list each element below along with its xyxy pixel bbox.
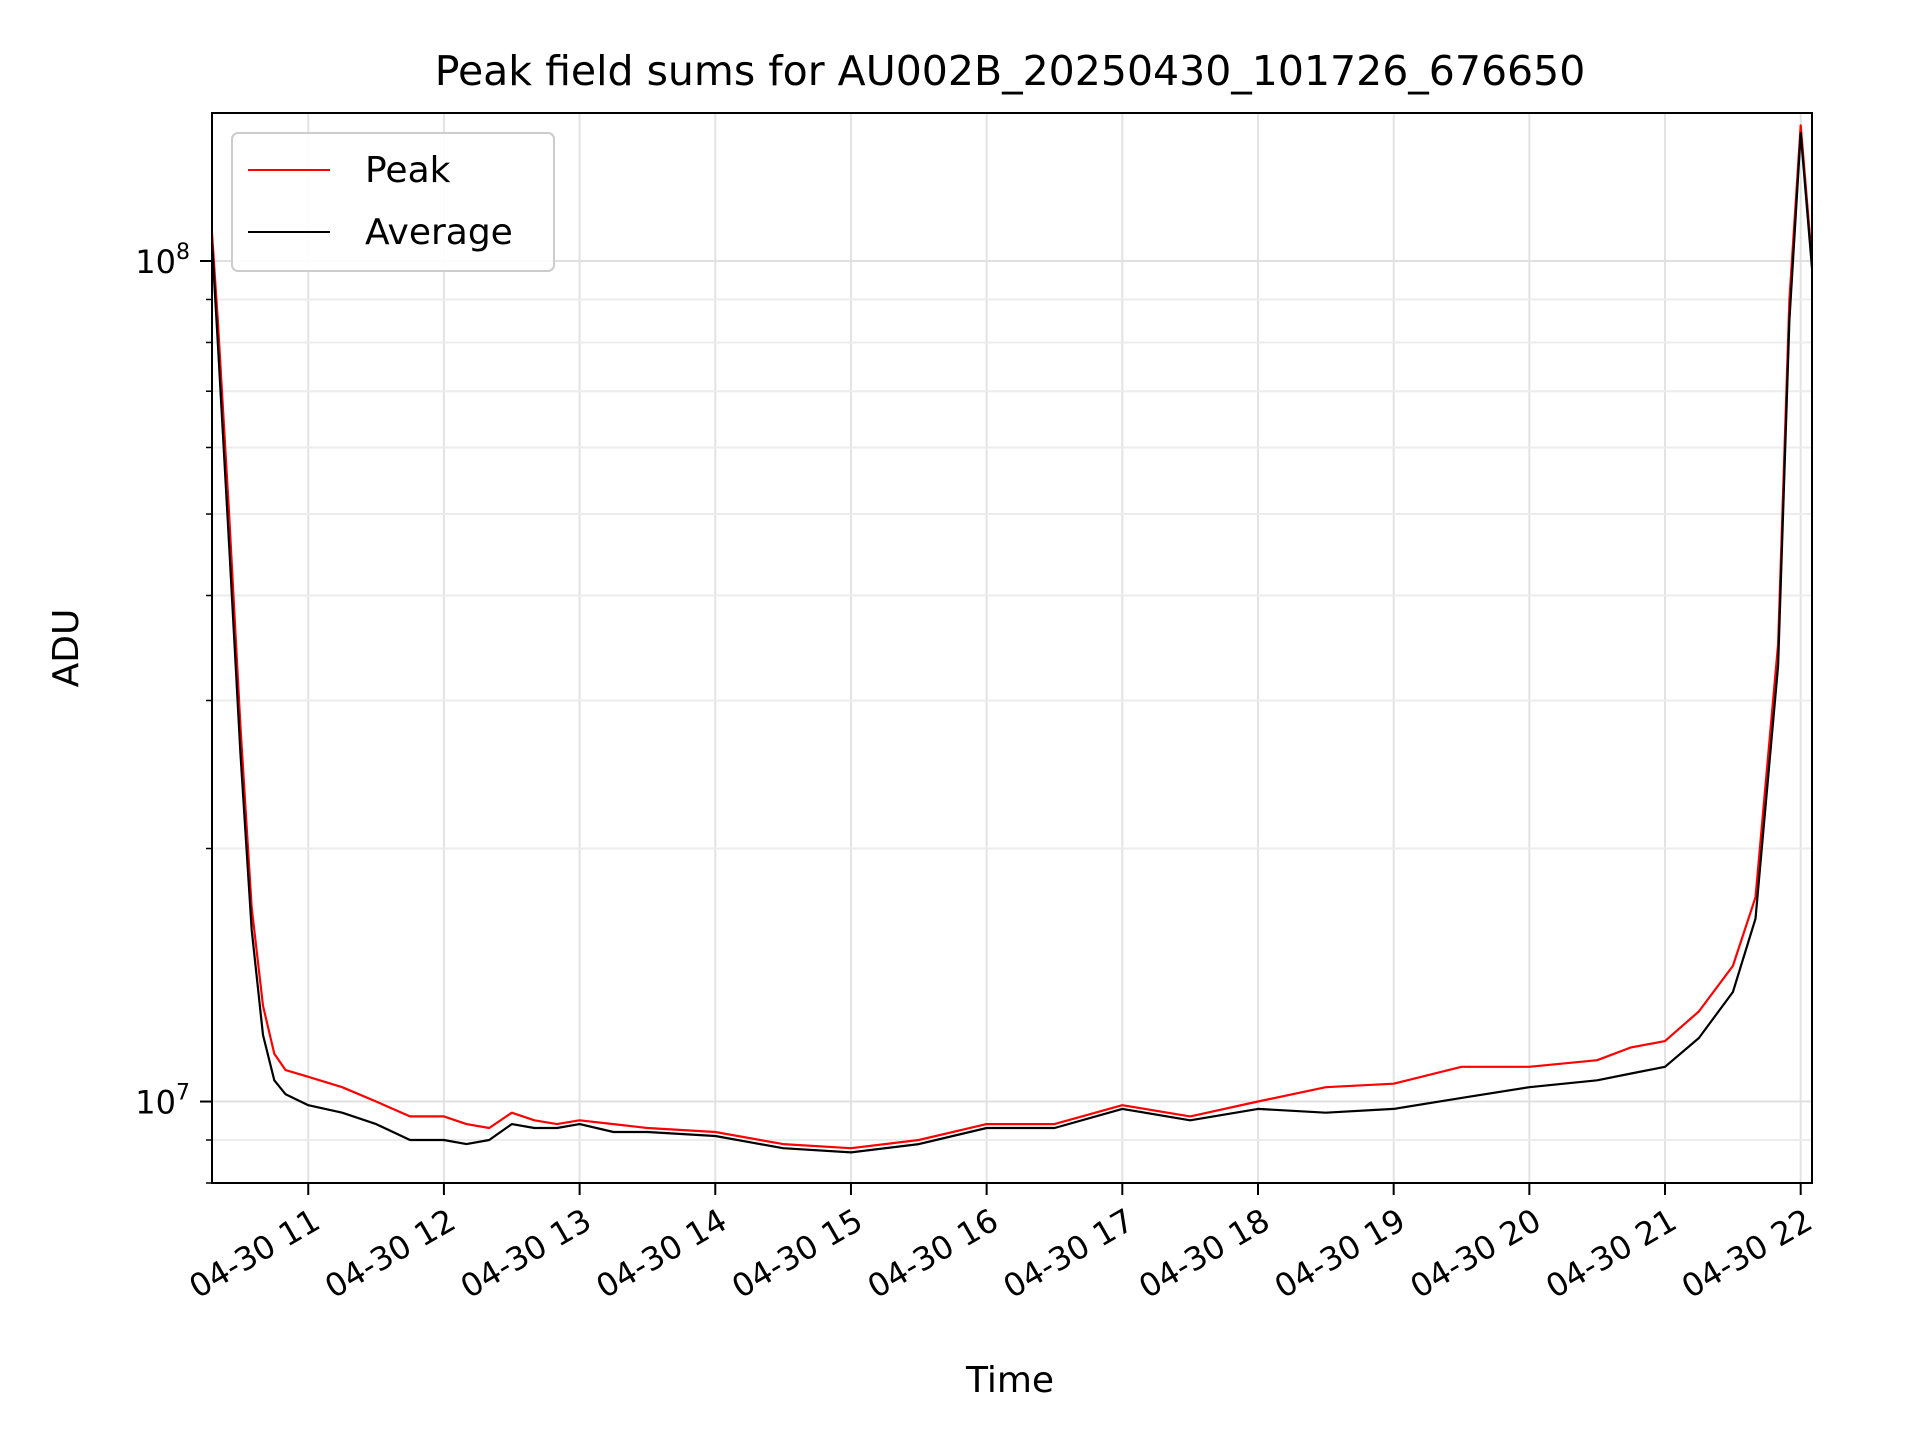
y-tick-label: 108 xyxy=(135,240,190,281)
series-line-peak xyxy=(210,124,1814,1150)
x-tick-label: 04-30 12 xyxy=(318,1201,462,1306)
series-line-average xyxy=(210,131,1814,1154)
x-axis-label: Time xyxy=(965,1360,1054,1401)
x-tick-label: 04-30 14 xyxy=(590,1201,734,1306)
grid xyxy=(212,113,1812,1184)
y-axis-label: ADU xyxy=(46,609,87,688)
x-tick-label: 04-30 18 xyxy=(1132,1201,1276,1306)
legend-label-average: Average xyxy=(365,212,513,253)
chart-title: Peak field sums for AU002B_20250430_1017… xyxy=(435,47,1586,95)
y-tick-label: 107 xyxy=(135,1081,190,1122)
series-layer xyxy=(210,124,1814,1154)
legend: Peak Average xyxy=(231,132,555,272)
legend-label-peak: Peak xyxy=(365,150,451,191)
x-tick-label: 04-30 20 xyxy=(1404,1201,1548,1306)
x-tick-label: 04-30 19 xyxy=(1268,1201,1412,1306)
x-tick-label: 04-30 17 xyxy=(997,1201,1141,1306)
x-tick-label: 04-30 22 xyxy=(1675,1201,1819,1306)
plot-frame xyxy=(211,112,1813,1184)
x-tick-label: 04-30 21 xyxy=(1539,1201,1683,1306)
x-tick-label: 04-30 11 xyxy=(183,1201,327,1306)
x-tick-label: 04-30 16 xyxy=(861,1201,1005,1306)
y-axis: 107 108 xyxy=(135,240,212,1184)
x-tick-label: 04-30 15 xyxy=(725,1201,869,1306)
legend-box xyxy=(231,132,555,272)
x-tick-label: 04-30 13 xyxy=(454,1201,598,1306)
